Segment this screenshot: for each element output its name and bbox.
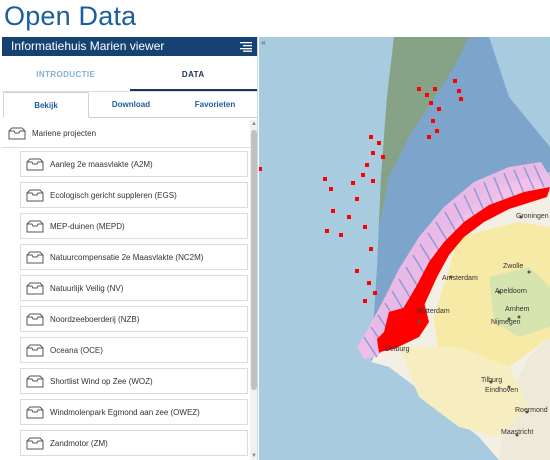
map-label-rotterdam: Rotterdam: [417, 308, 450, 315]
scroll-thumb[interactable]: [251, 130, 257, 390]
layer-icon: [26, 282, 44, 294]
panel-header: Informatiehuis Marien viewer: [2, 37, 257, 56]
list-item-label: Zandmotor (ZM): [50, 438, 108, 448]
list-item[interactable]: Natuurcompensatie 2e Maasvlakte (NC2M): [20, 244, 248, 270]
list-item[interactable]: Oceana (OCE): [20, 337, 248, 363]
map-label-arnhem: Arnhem: [505, 306, 530, 313]
land-south: [399, 347, 529, 437]
list-item-label: Natuurlijk Veilig (NV): [50, 283, 124, 293]
tab-bekijk[interactable]: Bekijk: [3, 92, 89, 118]
layer-icon: [26, 406, 44, 418]
page-title: Open Data: [4, 1, 137, 31]
list-item-label: Oceana (OCE): [50, 345, 103, 355]
main-tabs: INTRODUCTIE DATA: [2, 58, 257, 92]
group-label: Mariene projecten: [32, 129, 97, 138]
sub-tabs: Bekijk Download Favorieten: [3, 92, 257, 118]
map-label-groningen: Groningen: [516, 213, 549, 220]
layer-icon: [26, 189, 44, 201]
map-view[interactable]: Groningen Zwolle Apeldoorn Arnhem Nijmeg…: [259, 37, 550, 460]
layer-icon: [26, 344, 44, 356]
layer-icon: [26, 437, 44, 449]
layer-icon: [26, 313, 44, 325]
tab-data[interactable]: DATA: [129, 58, 257, 91]
map-label-eindhoven: Eindhoven: [485, 387, 519, 394]
tab-introductie[interactable]: INTRODUCTIE: [36, 70, 96, 79]
list-item[interactable]: Ecologisch gericht suppleren (EGS): [20, 182, 248, 208]
map-label-tilburg: Tilburg: [481, 377, 503, 384]
layer-icon: [26, 251, 44, 263]
tab-download[interactable]: Download: [111, 100, 151, 109]
layer-icon: [26, 375, 44, 387]
land-green: [489, 267, 550, 337]
list-item[interactable]: Windmolenpark Egmond aan zee (OWEZ): [20, 399, 248, 425]
list-item-label: Aanleg 2e maasvlakte (A2M): [50, 159, 153, 169]
tab-favorieten[interactable]: Favorieten: [194, 100, 236, 109]
list-scrollbar[interactable]: ▲ ▼: [250, 120, 257, 460]
list-item[interactable]: Noordzeeboerderij (NZB): [20, 306, 248, 332]
menu-icon[interactable]: [240, 41, 252, 52]
city-markers: [417, 215, 531, 437]
map-label-nijmegen: Nijmegen: [491, 319, 521, 326]
list-item-label: Noordzeeboerderij (NZB): [50, 314, 140, 324]
scroll-down-arrow-icon[interactable]: ▼: [251, 453, 257, 459]
list-item[interactable]: MEP-duinen (MEPD): [20, 213, 248, 239]
list-item-label: Windmolenpark Egmond aan zee (OWEZ): [50, 407, 200, 417]
list-item-label: MEP-duinen (MEPD): [50, 221, 125, 231]
layer-icon: [26, 220, 44, 232]
map-canvas: [259, 37, 550, 460]
map-label-delburg: Delburg: [385, 346, 410, 353]
list-item[interactable]: Natuurlijk Veilig (NV): [20, 275, 248, 301]
layer-icon: [26, 158, 44, 170]
list-item[interactable]: Zandmotor (ZM): [20, 430, 248, 456]
band-hatching: [363, 164, 545, 358]
collapse-panel-icon[interactable]: «: [261, 38, 266, 47]
list-item-label: Ecologisch gericht suppleren (EGS): [50, 190, 177, 200]
list-item[interactable]: Shortlist Wind op Zee (WOZ): [20, 368, 248, 394]
map-label-roermond: Roermond: [515, 407, 548, 414]
layer-folder-icon: [8, 127, 26, 140]
viewer-panel: Informatiehuis Marien viewer INTRODUCTIE…: [2, 37, 258, 460]
data-points-scatter: [259, 79, 463, 303]
map-label-maastricht: Maastricht: [501, 429, 534, 436]
map-label-zwolle: Zwolle: [503, 263, 524, 270]
panel-title: Informatiehuis Marien viewer: [11, 39, 165, 53]
list-item-label: Natuurcompensatie 2e Maasvlakte (NC2M): [50, 252, 204, 262]
map-label-amsterdam: Amsterdam: [442, 275, 478, 282]
scroll-up-arrow-icon[interactable]: ▲: [251, 121, 257, 127]
group-mariene-projecten[interactable]: Mariene projecten: [2, 120, 250, 148]
layer-list: Mariene projecten Aanleg 2e maasvlakte (…: [2, 120, 250, 460]
data-points-cluster: [379, 302, 429, 352]
list-item[interactable]: Aanleg 2e maasvlakte (A2M): [20, 151, 248, 177]
survey-area-green: [377, 37, 469, 267]
map-label-apeldoorn: Apeldoorn: [495, 288, 527, 295]
list-item-label: Shortlist Wind op Zee (WOZ): [50, 376, 153, 386]
